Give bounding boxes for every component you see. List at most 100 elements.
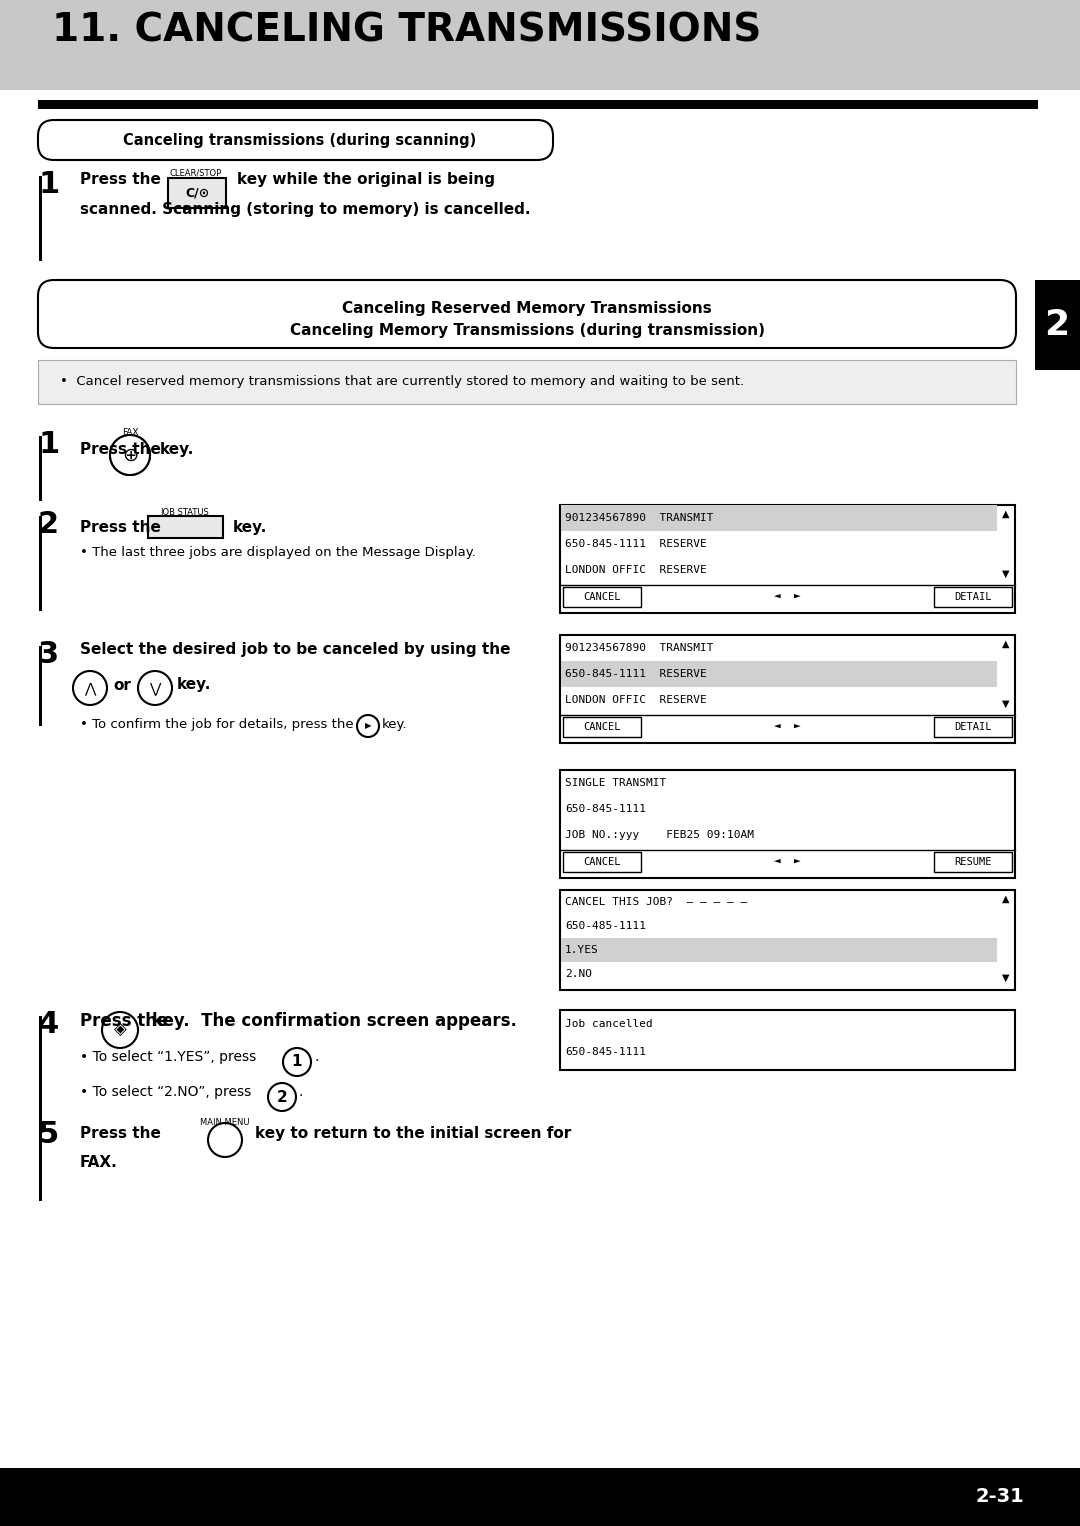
Text: CANCEL: CANCEL [583, 722, 621, 732]
Bar [38, 360, 1016, 404]
Text: ◈: ◈ [113, 1021, 126, 1039]
Text: JOB STATUS: JOB STATUS [161, 508, 210, 517]
Text: •  Cancel reserved memory transmissions that are currently stored to memory and : • Cancel reserved memory transmissions t… [60, 375, 744, 389]
Bar [561, 890, 1015, 990]
Text: LONDON OFFIC  RESERVE: LONDON OFFIC RESERVE [565, 565, 706, 575]
Text: .: . [314, 1050, 319, 1064]
Bar [168, 179, 226, 208]
Circle shape [110, 435, 150, 475]
Text: DETAIL: DETAIL [955, 722, 991, 732]
Bar [561, 505, 997, 531]
Text: Press the: Press the [80, 520, 161, 536]
Text: 2.NO: 2.NO [565, 969, 592, 980]
Bar [0, 1468, 1080, 1526]
Text: 650-845-1111: 650-845-1111 [565, 1047, 646, 1058]
Text: ►: ► [794, 592, 800, 601]
Text: key.: key. [233, 520, 268, 536]
Text: 2: 2 [1044, 308, 1069, 342]
Text: 2: 2 [276, 1090, 287, 1105]
Text: • To confirm the job for details, press the: • To confirm the job for details, press … [80, 719, 353, 731]
Text: CLEAR/STOP: CLEAR/STOP [170, 168, 222, 177]
Bar [563, 852, 642, 871]
Text: ▲: ▲ [1002, 639, 1010, 649]
Bar [39, 516, 42, 610]
Text: 11. CANCELING TRANSMISSIONS: 11. CANCELING TRANSMISSIONS [52, 12, 761, 50]
Text: 5: 5 [38, 1120, 59, 1149]
Bar [561, 661, 997, 687]
Bar [38, 101, 1038, 108]
Text: Press the: Press the [80, 172, 161, 188]
Text: 4: 4 [38, 1010, 59, 1039]
Text: DETAIL: DETAIL [955, 592, 991, 601]
Text: Press the: Press the [80, 1126, 161, 1141]
Bar [561, 1010, 1015, 1070]
Bar [39, 1016, 42, 1126]
Text: Canceling Memory Transmissions (during transmission): Canceling Memory Transmissions (during t… [289, 324, 765, 337]
FancyBboxPatch shape [38, 121, 553, 160]
Text: ⋀: ⋀ [84, 681, 96, 694]
Bar [1035, 279, 1080, 369]
Text: ▼: ▼ [1002, 972, 1010, 983]
Text: 650-485-1111: 650-485-1111 [565, 922, 646, 931]
Text: key.: key. [160, 443, 194, 456]
Text: Select the desired job to be canceled by using the: Select the desired job to be canceled by… [80, 642, 511, 658]
Text: ◄: ◄ [773, 592, 781, 601]
Text: 901234567890  TRANSMIT: 901234567890 TRANSMIT [565, 513, 714, 523]
Circle shape [268, 1083, 296, 1111]
Text: ⋁: ⋁ [149, 681, 161, 694]
FancyBboxPatch shape [38, 279, 1016, 348]
Text: 1: 1 [292, 1054, 302, 1070]
Text: JOB NO.:yyy    FEB25 09:10AM: JOB NO.:yyy FEB25 09:10AM [565, 830, 754, 839]
Text: Canceling transmissions (during scanning): Canceling transmissions (during scanning… [123, 133, 476, 148]
Text: ▼: ▼ [1002, 699, 1010, 710]
Text: 2: 2 [38, 510, 59, 539]
Text: SINGLE TRANSMIT: SINGLE TRANSMIT [565, 778, 666, 787]
Bar [39, 1126, 42, 1201]
Text: ▶: ▶ [365, 722, 372, 731]
Text: CANCEL THIS JOB?  — — — — —: CANCEL THIS JOB? — — — — — [565, 897, 747, 906]
Text: ►: ► [794, 858, 800, 867]
Bar [561, 771, 1015, 877]
Bar [39, 175, 42, 261]
Bar [0, 0, 1080, 90]
Bar [39, 436, 42, 501]
Text: ⊕: ⊕ [122, 446, 138, 464]
Text: ▼: ▼ [1002, 569, 1010, 578]
Text: MAIN MENU: MAIN MENU [200, 1119, 249, 1128]
Text: 901234567890  TRANSMIT: 901234567890 TRANSMIT [565, 642, 714, 653]
Text: key.  The confirmation screen appears.: key. The confirmation screen appears. [152, 1012, 517, 1030]
Text: ►: ► [794, 722, 800, 732]
Circle shape [102, 1012, 138, 1048]
Circle shape [283, 1048, 311, 1076]
Bar [561, 635, 1015, 743]
Circle shape [138, 671, 172, 705]
Text: ◄: ◄ [773, 722, 781, 732]
Text: scanned. Scanning (storing to memory) is cancelled.: scanned. Scanning (storing to memory) is… [80, 201, 530, 217]
Text: 1.YES: 1.YES [565, 945, 598, 955]
Text: CANCEL: CANCEL [583, 858, 621, 867]
Text: • The last three jobs are displayed on the Message Display.: • The last three jobs are displayed on t… [80, 546, 476, 559]
Bar [39, 645, 42, 726]
Text: 2-31: 2-31 [975, 1488, 1024, 1506]
Bar [563, 588, 642, 607]
Text: Press the: Press the [80, 1012, 168, 1030]
Bar [934, 588, 1012, 607]
Text: key.: key. [382, 719, 407, 731]
Text: key while the original is being: key while the original is being [237, 172, 495, 188]
Text: key.: key. [177, 678, 212, 693]
Text: • To select “1.YES”, press: • To select “1.YES”, press [80, 1050, 256, 1064]
Text: 1: 1 [38, 430, 59, 459]
Circle shape [357, 716, 379, 737]
Bar [561, 938, 997, 961]
Text: ▲: ▲ [1002, 893, 1010, 903]
Text: 650-845-1111  RESERVE: 650-845-1111 RESERVE [565, 539, 706, 549]
Text: 650-845-1111: 650-845-1111 [565, 804, 646, 813]
Text: ▲: ▲ [1002, 510, 1010, 519]
Text: or: or [113, 678, 131, 693]
Text: key to return to the initial screen for: key to return to the initial screen for [255, 1126, 571, 1141]
Text: LONDON OFFIC  RESERVE: LONDON OFFIC RESERVE [565, 694, 706, 705]
Text: Job cancelled: Job cancelled [565, 1019, 652, 1029]
Text: ◄: ◄ [773, 858, 781, 867]
Text: 1: 1 [38, 169, 59, 198]
Bar [563, 717, 642, 737]
